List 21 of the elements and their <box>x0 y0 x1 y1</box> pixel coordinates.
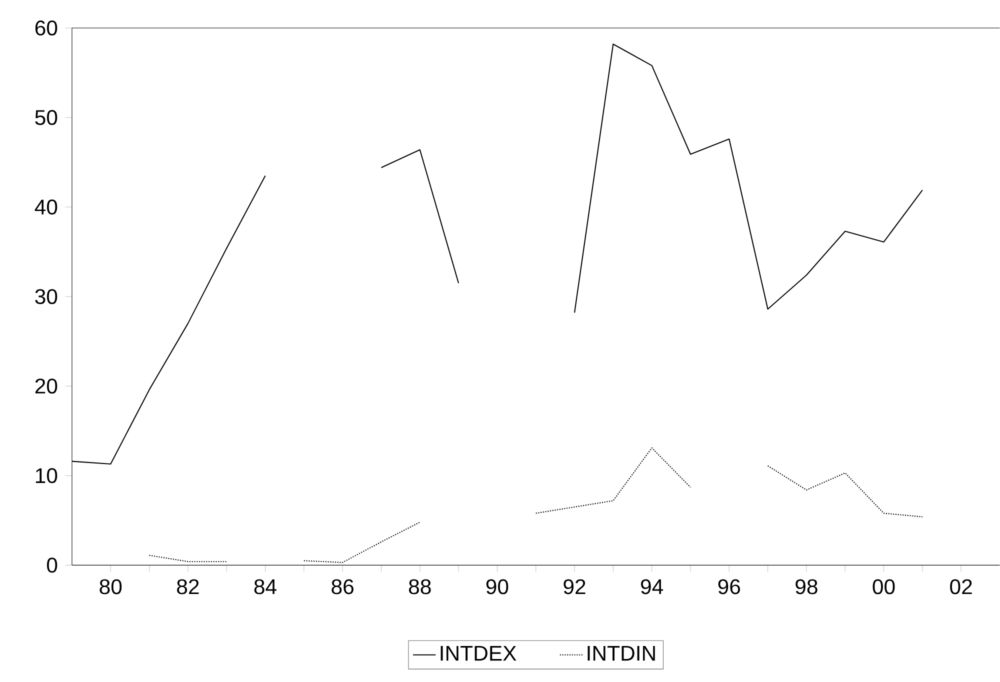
x-tick-label: 00 <box>872 579 895 594</box>
x-tick-label: 92 <box>564 579 586 594</box>
y-tick-label: 10 <box>36 468 58 484</box>
x-tick-label: 90 <box>486 579 508 594</box>
y-tick-label: 30 <box>35 289 58 304</box>
x-tick-label: 02 <box>950 579 972 594</box>
x-tick-label: 86 <box>332 579 354 594</box>
y-tick-label: 60 <box>35 20 58 36</box>
x-tick-label: 98 <box>796 579 818 594</box>
y-tick-label: 50 <box>35 110 58 126</box>
x-tick-label: 96 <box>718 579 740 594</box>
y-tick-label: 40 <box>34 200 58 215</box>
y-tick-label: 0 <box>47 558 58 573</box>
x-tick-label: 84 <box>254 579 276 594</box>
legend-label: INTDEX <box>440 646 516 661</box>
x-tick-label: 94 <box>641 579 664 594</box>
x-tick-label: 82 <box>177 579 199 594</box>
x-tick-label: 80 <box>100 579 122 594</box>
y-tick-label: 20 <box>35 378 58 394</box>
x-tick-label: 88 <box>408 579 431 594</box>
legend-label: INTDIN <box>588 646 655 661</box>
